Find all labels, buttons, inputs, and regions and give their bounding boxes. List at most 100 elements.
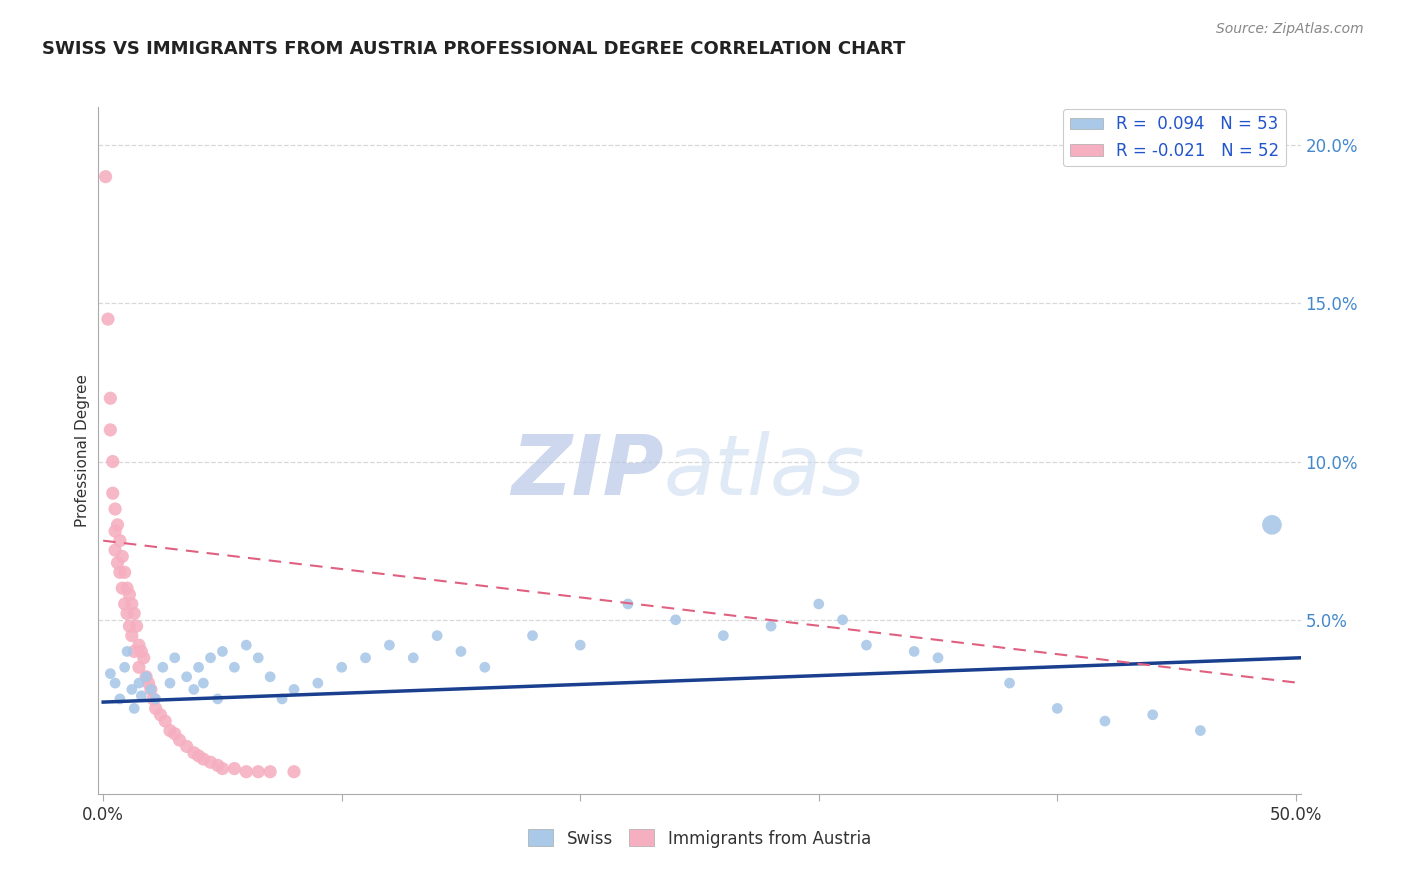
Point [101, 454, 124, 468]
Point [114, 660, 136, 674]
Point [522, 629, 544, 643]
Point [187, 748, 209, 763]
Point [474, 660, 496, 674]
Point [176, 739, 198, 754]
Point [1046, 701, 1069, 715]
Point [183, 682, 205, 697]
Point [283, 682, 305, 697]
Y-axis label: Professional Degree: Professional Degree [75, 374, 90, 527]
Point [115, 644, 138, 658]
Point [122, 701, 145, 715]
Point [97, 312, 120, 326]
Point [121, 597, 143, 611]
Point [115, 607, 138, 621]
Point [183, 746, 205, 760]
Point [128, 638, 150, 652]
Point [831, 613, 853, 627]
Point [200, 756, 222, 770]
Point [121, 629, 143, 643]
Point [200, 650, 222, 665]
Point [125, 619, 148, 633]
Text: ZIP: ZIP [510, 431, 664, 512]
Legend: Swiss, Immigrants from Austria: Swiss, Immigrants from Austria [522, 822, 877, 855]
Point [159, 723, 181, 738]
Point [98, 666, 121, 681]
Point [98, 423, 121, 437]
Point [108, 692, 131, 706]
Point [378, 638, 401, 652]
Point [139, 682, 162, 697]
Point [135, 670, 157, 684]
Point [235, 638, 257, 652]
Point [247, 764, 270, 779]
Point [163, 727, 186, 741]
Point [118, 587, 141, 601]
Point [998, 676, 1021, 690]
Point [211, 762, 233, 776]
Text: SWISS VS IMMIGRANTS FROM AUSTRIA PROFESSIONAL DEGREE CORRELATION CHART: SWISS VS IMMIGRANTS FROM AUSTRIA PROFESS… [42, 40, 905, 58]
Point [108, 533, 131, 548]
Point [855, 638, 877, 652]
Point [138, 676, 160, 690]
Point [1094, 714, 1116, 728]
Point [259, 764, 281, 779]
Text: Source: ZipAtlas.com: Source: ZipAtlas.com [1216, 22, 1364, 37]
Point [354, 650, 377, 665]
Point [247, 650, 270, 665]
Point [450, 644, 472, 658]
Point [104, 502, 127, 516]
Point [128, 660, 150, 674]
Point [259, 670, 281, 684]
Point [307, 676, 329, 690]
Point [107, 556, 129, 570]
Point [1261, 517, 1284, 532]
Point [330, 660, 353, 674]
Point [101, 486, 124, 500]
Point [139, 682, 162, 697]
Point [135, 670, 157, 684]
Point [98, 391, 121, 405]
Point [104, 676, 127, 690]
Text: atlas: atlas [664, 431, 865, 512]
Point [176, 670, 198, 684]
Point [145, 692, 167, 706]
Point [903, 644, 925, 658]
Point [104, 543, 127, 558]
Point [152, 660, 174, 674]
Point [131, 689, 153, 703]
Point [426, 629, 449, 643]
Point [145, 701, 167, 715]
Point [131, 644, 153, 658]
Point [807, 597, 830, 611]
Point [224, 762, 246, 776]
Point [114, 597, 136, 611]
Point [163, 650, 186, 665]
Point [207, 758, 229, 772]
Point [283, 764, 305, 779]
Point [207, 692, 229, 706]
Point [193, 676, 215, 690]
Point [122, 644, 145, 658]
Point [107, 517, 129, 532]
Point [1142, 707, 1164, 722]
Point [132, 650, 155, 665]
Point [122, 607, 145, 621]
Point [193, 752, 215, 766]
Point [159, 676, 181, 690]
Point [187, 660, 209, 674]
Point [169, 733, 191, 747]
Point [711, 629, 734, 643]
Point [128, 676, 150, 690]
Point [108, 566, 131, 580]
Point [104, 524, 127, 538]
Point [759, 619, 782, 633]
Point [1189, 723, 1212, 738]
Point [111, 549, 134, 564]
Point [94, 169, 117, 184]
Point [569, 638, 592, 652]
Point [114, 566, 136, 580]
Point [149, 707, 172, 722]
Point [111, 581, 134, 595]
Point [665, 613, 688, 627]
Point [402, 650, 425, 665]
